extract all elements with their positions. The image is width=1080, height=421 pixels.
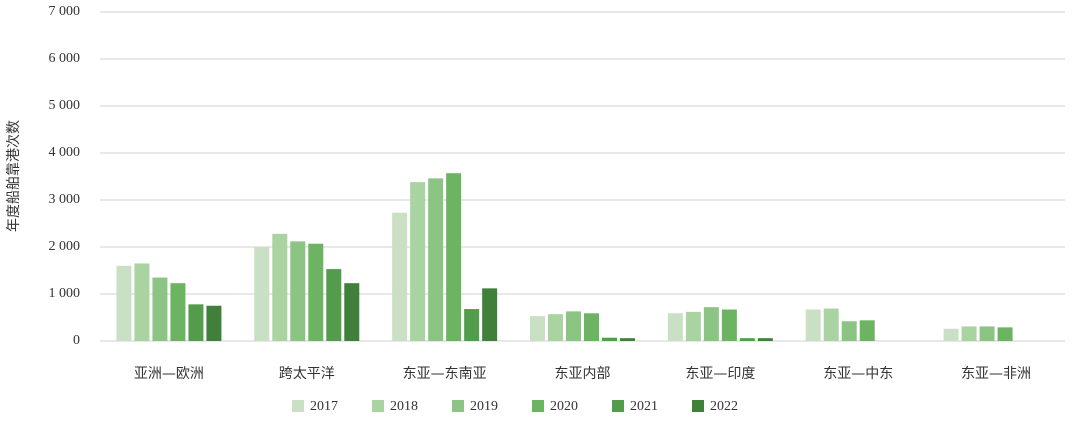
bar xyxy=(392,212,408,341)
x-tick-label: 跨太平洋 xyxy=(279,366,335,382)
bar xyxy=(482,288,498,341)
legend-label: 2021 xyxy=(630,399,658,414)
y-tick-label: 5 000 xyxy=(49,98,81,113)
bar xyxy=(170,283,186,341)
legend-label: 2022 xyxy=(710,399,738,414)
bar xyxy=(757,338,773,341)
bar xyxy=(805,309,821,341)
legend-swatch xyxy=(532,400,544,412)
legend-label: 2018 xyxy=(390,399,418,414)
bar xyxy=(446,173,462,341)
bar xyxy=(326,269,342,341)
bar xyxy=(566,311,581,341)
x-tick-label: 东亚内部 xyxy=(555,366,611,382)
bar xyxy=(464,309,480,341)
bar xyxy=(721,309,737,341)
bar xyxy=(739,338,755,341)
bar xyxy=(979,326,995,341)
y-tick-label: 1 000 xyxy=(49,286,81,301)
legend-swatch xyxy=(372,400,384,412)
x-tick-label: 亚洲—欧洲 xyxy=(134,366,204,382)
bar xyxy=(530,316,545,341)
x-tick-label: 东亚—印度 xyxy=(685,366,755,382)
bar xyxy=(548,314,563,341)
y-tick-label: 0 xyxy=(73,333,80,348)
legend-label: 2019 xyxy=(470,399,498,414)
legend-swatch xyxy=(612,400,624,412)
bar xyxy=(961,326,977,341)
y-tick-label: 3 000 xyxy=(49,192,81,207)
bar xyxy=(272,233,288,341)
bar xyxy=(997,327,1013,341)
bar xyxy=(254,247,270,341)
bar xyxy=(428,178,444,341)
bar xyxy=(410,182,426,341)
bar xyxy=(308,243,324,341)
bar xyxy=(667,313,683,341)
bar xyxy=(206,305,222,341)
legend-swatch xyxy=(452,400,464,412)
bar xyxy=(841,321,857,341)
bar xyxy=(584,313,599,341)
bar xyxy=(685,311,701,341)
bar xyxy=(620,338,635,341)
bar xyxy=(116,265,132,341)
bar xyxy=(943,328,959,341)
bar xyxy=(823,308,839,341)
bar xyxy=(152,277,168,341)
bar xyxy=(859,320,875,341)
legend-swatch xyxy=(692,400,704,412)
y-tick-label: 6 000 xyxy=(49,51,81,66)
x-tick-label: 东亚—中东 xyxy=(823,366,893,382)
legend-label: 2017 xyxy=(310,399,338,414)
x-tick-label: 东亚—东南亚 xyxy=(403,366,487,382)
y-axis-label: 年度船舶靠港次数 xyxy=(6,120,22,232)
y-tick-label: 2 000 xyxy=(49,239,81,254)
legend-label: 2020 xyxy=(550,399,578,414)
bar xyxy=(188,304,204,341)
x-tick-label: 东亚—非洲 xyxy=(961,366,1031,382)
bar xyxy=(602,337,617,341)
bar xyxy=(703,307,719,341)
bar xyxy=(134,263,150,341)
y-tick-label: 4 000 xyxy=(49,145,81,160)
legend-swatch xyxy=(292,400,304,412)
bar xyxy=(290,241,306,341)
bar xyxy=(344,283,360,341)
y-tick-label: 7 000 xyxy=(49,4,81,19)
